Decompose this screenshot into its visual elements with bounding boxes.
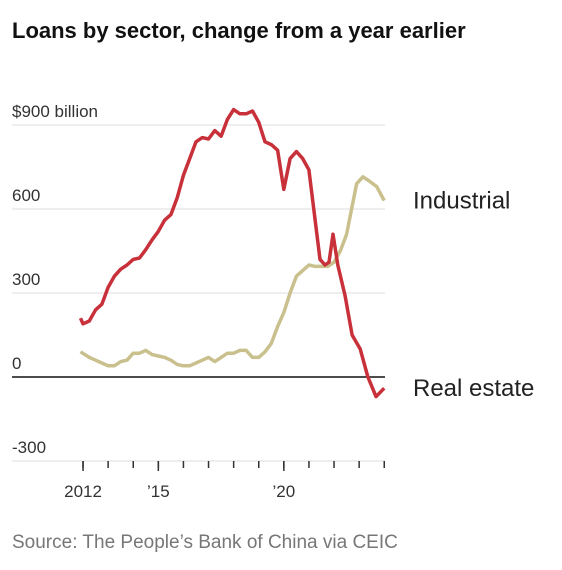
x-tick-label: ’15	[147, 482, 170, 501]
series-label: Real estate	[413, 375, 534, 402]
y-tick-label: 300	[12, 270, 40, 289]
series-label: Industrial	[413, 188, 510, 215]
y-tick-label: -300	[12, 438, 46, 457]
y-tick-label: $900 billion	[12, 102, 98, 121]
source: Source: The People’s Bank of China via C…	[12, 532, 398, 553]
chart-title: Loans by sector, change from a year earl…	[12, 18, 466, 43]
y-tick-label: 600	[12, 186, 40, 205]
x-tick-label: ’20	[272, 482, 295, 501]
series-line	[79, 175, 386, 368]
y-tick-label: 0	[12, 354, 21, 373]
x-tick-label: 2012	[64, 482, 102, 501]
series-line	[78, 107, 386, 399]
